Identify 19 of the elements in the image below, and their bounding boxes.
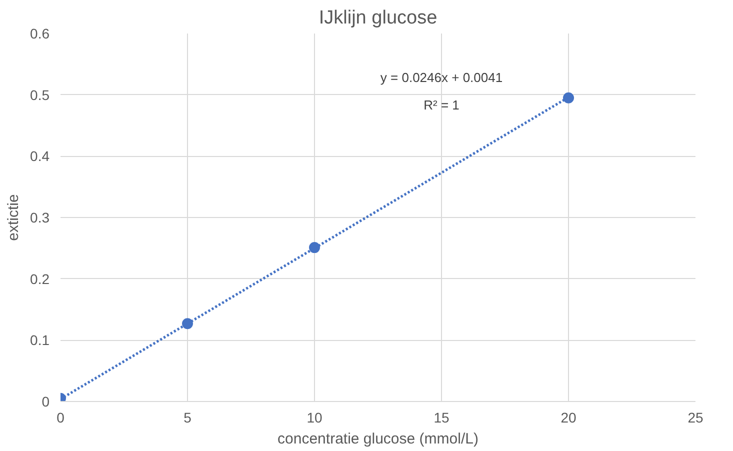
x-tick-label: 15 — [434, 410, 450, 426]
y-tick-label: 0.2 — [30, 270, 50, 287]
x-tick-label: 5 — [184, 410, 192, 426]
x-tick-label: 25 — [688, 410, 704, 426]
x-tick-label: 10 — [306, 410, 322, 426]
y-tick-label: 0.5 — [30, 86, 50, 103]
y-tick-label: 0.6 — [30, 26, 50, 42]
y-tick-label: 0.3 — [30, 210, 50, 226]
annotation: y = 0.0246x + 0.0041 — [380, 70, 503, 86]
y-tick-label: 0.1 — [30, 332, 50, 348]
y-tick-label: 0.4 — [30, 148, 50, 164]
annotation: R² = 1 — [424, 98, 460, 113]
x-tick-label: 0 — [56, 410, 65, 426]
chart-title: IJklijn glucose — [318, 8, 438, 28]
y-axis-title: extictie — [5, 194, 22, 241]
x-tick-label: 20 — [560, 410, 576, 426]
point — [563, 92, 574, 104]
x-axis-title: concentratie glucose (mmol/L) — [278, 430, 478, 448]
y-tick-label: 0 — [42, 394, 50, 410]
